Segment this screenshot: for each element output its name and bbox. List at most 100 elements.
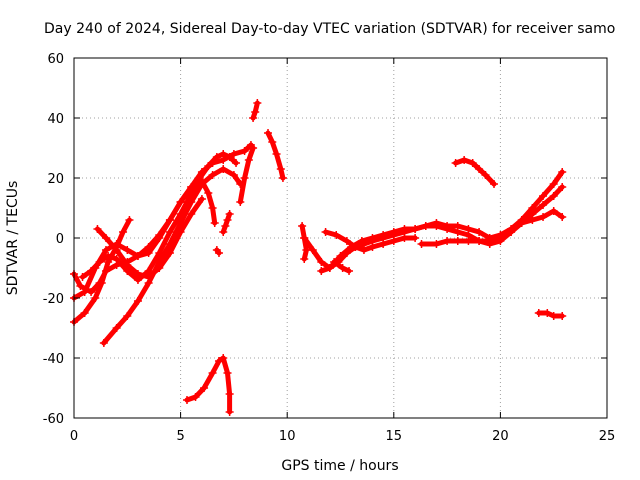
data-point xyxy=(379,240,388,248)
data-point xyxy=(468,159,477,167)
data-point xyxy=(368,234,377,242)
data-point xyxy=(453,237,462,245)
data-point xyxy=(223,216,232,224)
data-point xyxy=(219,354,228,362)
data-point xyxy=(276,165,285,173)
data-point xyxy=(125,216,134,224)
y-tick-label: 0 xyxy=(56,232,64,247)
data-point xyxy=(123,261,132,269)
data-point xyxy=(507,228,516,236)
y-tick-label: 60 xyxy=(47,52,64,67)
y-tick-label: -60 xyxy=(43,412,64,427)
data-point xyxy=(253,99,262,107)
data-point xyxy=(76,282,85,290)
data-point xyxy=(208,369,217,377)
data-point xyxy=(460,156,469,164)
data-point xyxy=(219,165,228,173)
data-point xyxy=(195,174,204,182)
data-point xyxy=(133,252,142,260)
data-point xyxy=(359,246,368,254)
data-point xyxy=(101,234,110,242)
data-point xyxy=(240,147,249,155)
x-tick-label: 0 xyxy=(70,429,78,444)
data-point xyxy=(517,219,526,227)
data-point xyxy=(338,264,347,272)
data-point xyxy=(133,297,142,305)
series-arc8 xyxy=(220,211,233,235)
data-point xyxy=(549,312,558,320)
data-point xyxy=(112,324,121,332)
data-point xyxy=(155,264,164,272)
data-point xyxy=(104,252,113,260)
series-arc16 xyxy=(323,229,418,253)
x-axis-label: GPS time / hours xyxy=(281,458,398,474)
data-point xyxy=(389,228,398,236)
data-point xyxy=(400,234,409,242)
y-tick-label: 40 xyxy=(47,112,64,127)
data-point xyxy=(187,210,196,218)
data-point xyxy=(101,246,110,254)
data-point xyxy=(249,144,258,152)
data-point xyxy=(176,228,185,236)
series-arc12 xyxy=(299,223,309,262)
data-point xyxy=(417,240,426,248)
data-point xyxy=(123,312,132,320)
y-tick-label: 20 xyxy=(47,172,64,187)
data-point xyxy=(330,258,339,266)
data-point xyxy=(91,294,100,302)
data-point xyxy=(208,171,217,179)
data-point xyxy=(342,237,351,245)
data-point xyxy=(214,249,223,257)
data-point xyxy=(432,222,441,230)
data-point xyxy=(119,228,128,236)
y-tick-label: -40 xyxy=(43,352,64,367)
data-point xyxy=(464,237,473,245)
data-point xyxy=(539,192,548,200)
data-point xyxy=(543,309,552,317)
data-point xyxy=(229,171,238,179)
data-point xyxy=(244,156,253,164)
data-point xyxy=(191,393,200,401)
data-point xyxy=(528,216,537,224)
data-point xyxy=(411,225,420,233)
data-point xyxy=(182,198,191,206)
data-point xyxy=(379,231,388,239)
data-point xyxy=(317,267,326,275)
data-point xyxy=(200,384,209,392)
y-tick-label: -20 xyxy=(43,292,64,307)
data-point xyxy=(351,243,360,251)
data-point xyxy=(176,210,185,218)
data-point xyxy=(189,186,198,194)
data-point xyxy=(534,309,543,317)
data-point xyxy=(421,222,430,230)
data-point xyxy=(225,408,234,416)
x-tick-label: 5 xyxy=(176,429,184,444)
data-point xyxy=(558,312,567,320)
data-point xyxy=(144,273,153,281)
data-point xyxy=(112,246,121,254)
data-point xyxy=(219,228,228,236)
data-point xyxy=(204,162,213,170)
data-point xyxy=(212,153,221,161)
data-point xyxy=(208,204,217,212)
data-point xyxy=(165,216,174,224)
data-point xyxy=(225,153,234,161)
data-point xyxy=(475,165,484,173)
data-point xyxy=(249,114,258,122)
series-layer xyxy=(70,99,567,416)
data-point xyxy=(443,237,452,245)
data-point xyxy=(236,198,245,206)
data-point xyxy=(451,159,460,167)
data-point xyxy=(321,228,330,236)
x-tick-label: 20 xyxy=(492,429,509,444)
data-point xyxy=(308,246,317,254)
data-point xyxy=(197,195,206,203)
data-point xyxy=(204,189,213,197)
data-point xyxy=(165,228,174,236)
data-point xyxy=(99,339,108,347)
data-point xyxy=(97,279,106,287)
data-point xyxy=(223,369,232,377)
data-point xyxy=(272,150,281,158)
